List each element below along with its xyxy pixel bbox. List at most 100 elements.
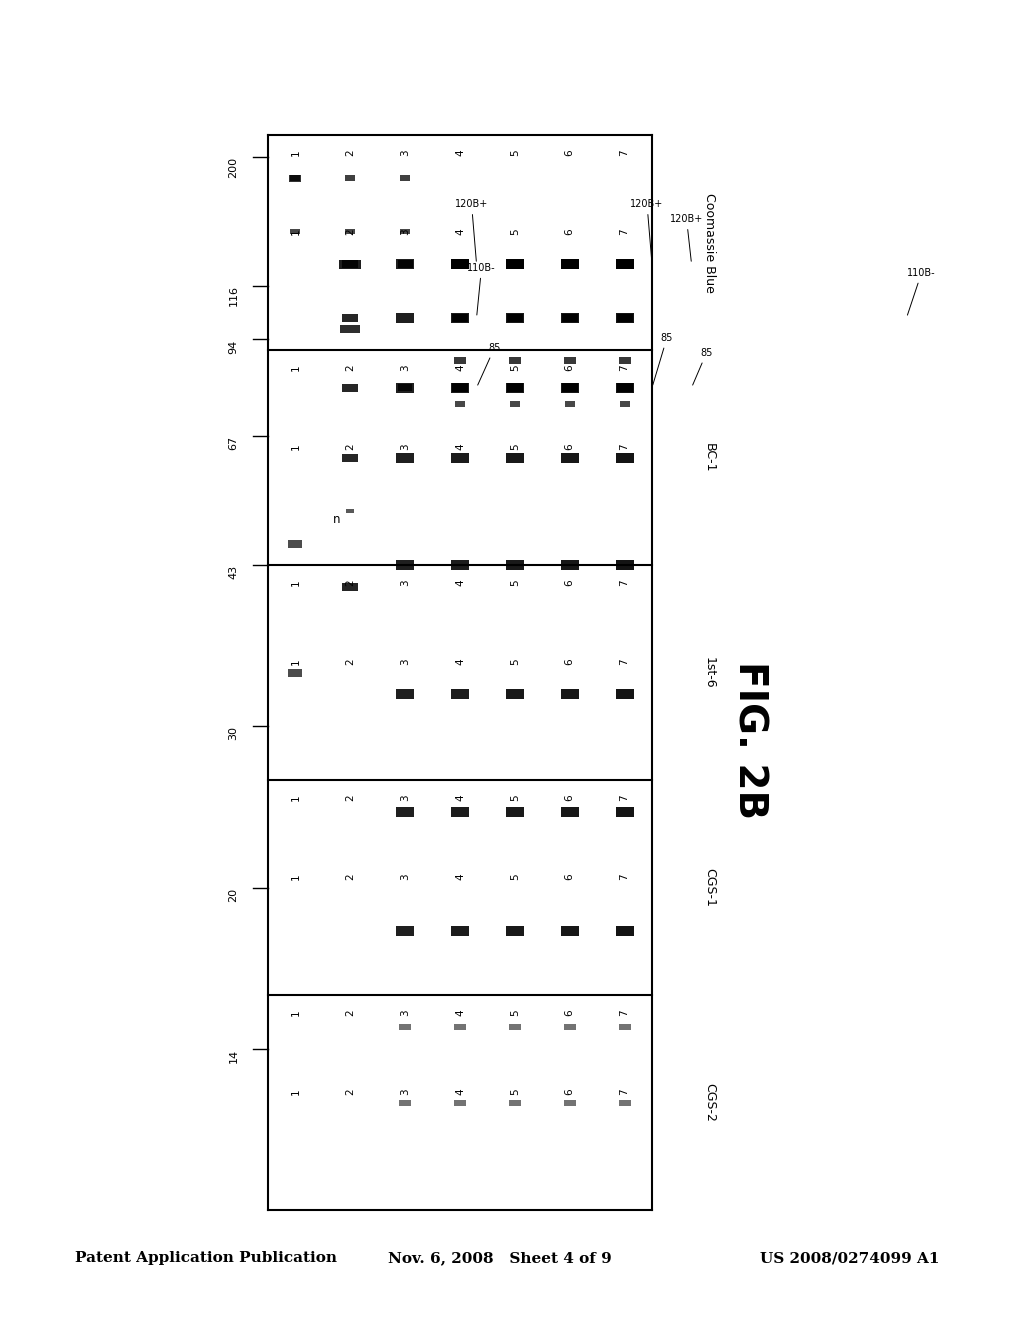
Text: 7: 7 <box>620 149 630 156</box>
Bar <box>451 453 469 462</box>
Text: 7: 7 <box>620 1008 630 1015</box>
Bar <box>507 383 523 392</box>
Text: 3: 3 <box>400 1089 411 1096</box>
Bar <box>451 925 469 936</box>
Bar <box>339 260 361 268</box>
Text: FIG. 2B: FIG. 2B <box>731 661 769 820</box>
Bar <box>451 260 469 268</box>
Text: CGS-1: CGS-1 <box>703 869 716 907</box>
Bar <box>561 453 579 462</box>
Text: 1: 1 <box>291 874 300 880</box>
Bar <box>396 808 414 817</box>
Text: 7: 7 <box>620 659 630 665</box>
Text: 1: 1 <box>291 793 300 800</box>
Bar <box>454 1024 466 1030</box>
Text: US 2008/0274099 A1: US 2008/0274099 A1 <box>760 1251 939 1265</box>
Text: 6: 6 <box>564 793 574 800</box>
Bar <box>506 259 524 269</box>
Text: 5: 5 <box>510 1089 520 1096</box>
Text: 1: 1 <box>291 1089 300 1096</box>
Text: 4: 4 <box>455 149 465 156</box>
Text: 7: 7 <box>620 793 630 800</box>
Bar <box>400 176 411 181</box>
Bar <box>396 453 414 462</box>
Text: 7: 7 <box>620 444 630 450</box>
Bar <box>452 314 468 322</box>
Bar <box>396 560 414 570</box>
Text: 6: 6 <box>564 1008 574 1015</box>
Bar <box>342 260 358 268</box>
Text: 4: 4 <box>455 874 465 880</box>
Bar <box>451 383 469 392</box>
Bar <box>509 1024 521 1030</box>
Bar <box>564 401 574 407</box>
Text: 110B-: 110B- <box>467 263 496 315</box>
Bar <box>620 401 630 407</box>
Text: 1: 1 <box>291 228 300 235</box>
Text: 5: 5 <box>510 444 520 450</box>
Bar <box>506 560 524 570</box>
Text: 3: 3 <box>400 793 411 800</box>
Bar <box>396 689 414 700</box>
Bar <box>452 383 468 392</box>
Text: 116: 116 <box>228 285 239 306</box>
Text: 4: 4 <box>455 444 465 450</box>
Text: 3: 3 <box>400 874 411 880</box>
Text: 120B+: 120B+ <box>670 214 703 261</box>
Text: 7: 7 <box>620 1089 630 1096</box>
Bar <box>615 260 634 268</box>
Text: 5: 5 <box>510 149 520 156</box>
Bar <box>617 314 632 322</box>
Text: 4: 4 <box>455 228 465 235</box>
Bar <box>454 1100 466 1106</box>
Bar <box>290 174 301 181</box>
Bar <box>451 313 469 323</box>
Text: 1: 1 <box>291 444 300 450</box>
Text: 4: 4 <box>455 579 465 586</box>
Bar <box>455 401 465 407</box>
Text: 1: 1 <box>291 659 300 665</box>
Bar <box>400 230 411 234</box>
Bar <box>342 454 358 462</box>
Text: Coomassie Blue: Coomassie Blue <box>703 193 716 293</box>
Bar <box>561 925 579 936</box>
Bar <box>396 313 414 323</box>
Bar <box>615 259 634 269</box>
Bar <box>561 808 579 817</box>
Bar <box>342 384 358 392</box>
Bar <box>616 314 633 322</box>
Text: n: n <box>333 512 340 525</box>
Bar <box>451 689 469 700</box>
Bar <box>564 358 575 364</box>
Bar <box>506 453 524 462</box>
Text: 2: 2 <box>345 1089 355 1096</box>
Bar <box>561 383 579 392</box>
Bar <box>451 259 469 269</box>
Bar <box>507 384 523 392</box>
Bar <box>618 1100 631 1106</box>
Bar <box>396 383 414 392</box>
Text: 6: 6 <box>564 1089 574 1096</box>
Text: 2: 2 <box>345 793 355 800</box>
Text: 3: 3 <box>400 1008 411 1015</box>
Bar <box>561 259 579 269</box>
Text: 4: 4 <box>455 1089 465 1096</box>
Bar <box>615 259 634 269</box>
Bar <box>451 808 469 817</box>
Bar <box>618 358 631 364</box>
Bar <box>452 384 468 392</box>
Text: 4: 4 <box>455 659 465 665</box>
Bar <box>345 230 355 234</box>
Text: 43: 43 <box>228 565 239 579</box>
Text: 1: 1 <box>291 579 300 586</box>
Text: 1: 1 <box>291 149 300 156</box>
Bar <box>399 1100 412 1106</box>
Text: 30: 30 <box>228 726 239 741</box>
Bar <box>562 384 578 392</box>
Text: 14: 14 <box>228 1049 239 1063</box>
Text: 2: 2 <box>345 364 355 371</box>
Text: 3: 3 <box>400 579 411 586</box>
Bar <box>506 689 524 700</box>
Text: 7: 7 <box>620 228 630 235</box>
Text: 85: 85 <box>692 347 713 385</box>
